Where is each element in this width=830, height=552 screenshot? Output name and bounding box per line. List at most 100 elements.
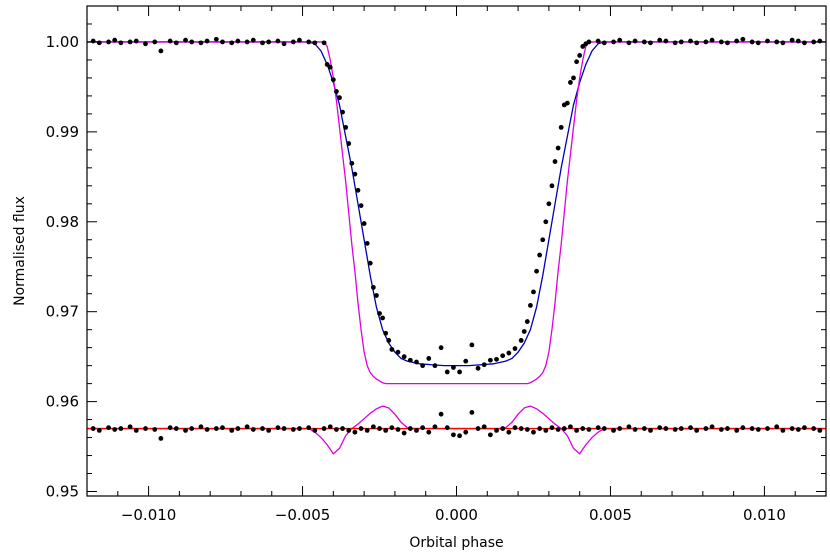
data-point	[789, 37, 795, 43]
data-point	[506, 429, 512, 435]
data-point	[407, 357, 413, 363]
data-point	[774, 39, 780, 45]
data-point	[555, 427, 561, 432]
data-point	[802, 40, 807, 46]
data-point	[235, 38, 241, 44]
data-point	[481, 424, 487, 430]
plot-frame	[86, 5, 827, 497]
data-point	[204, 38, 210, 44]
data-point	[577, 53, 583, 58]
data-point	[611, 39, 616, 45]
data-point	[127, 424, 133, 430]
data-point	[725, 426, 730, 431]
data-point	[250, 37, 256, 43]
data-point	[383, 427, 389, 433]
data-point	[500, 353, 506, 359]
data-point	[167, 38, 173, 44]
data-point	[330, 77, 336, 83]
data-point	[494, 427, 499, 433]
data-point	[574, 59, 579, 65]
data-point	[420, 363, 426, 369]
data-point	[571, 75, 576, 81]
data-point	[370, 285, 376, 290]
data-point	[663, 38, 669, 44]
data-point	[678, 39, 684, 45]
data-point	[96, 40, 102, 46]
y-axis-label: Normalised flux	[12, 196, 28, 306]
series-1-line	[87, 41, 826, 385]
data-point	[112, 37, 118, 43]
data-point	[118, 426, 124, 431]
data-point	[688, 425, 693, 431]
data-point	[561, 426, 567, 431]
data-point	[244, 39, 250, 45]
data-point	[632, 38, 638, 44]
data-point	[475, 426, 481, 431]
data-point	[595, 38, 601, 44]
data-point	[414, 359, 419, 365]
data-point	[420, 425, 426, 431]
data-point	[617, 426, 623, 431]
data-point	[213, 36, 219, 42]
data-point	[340, 109, 345, 115]
data-point	[457, 369, 462, 375]
data-point	[395, 427, 401, 432]
data-point	[229, 40, 235, 46]
data-point	[626, 424, 632, 430]
data-point	[718, 39, 724, 45]
x-tick-label: −0.010	[121, 506, 177, 524]
data-point	[106, 39, 111, 45]
y-tick-label: 0.95	[46, 483, 79, 501]
data-point	[611, 427, 616, 433]
data-point	[574, 427, 579, 433]
data-point	[734, 38, 740, 44]
data-point	[463, 358, 469, 364]
data-point	[306, 39, 312, 45]
data-point	[487, 432, 493, 438]
series-2-line	[87, 405, 826, 455]
data-point	[358, 426, 364, 431]
data-point	[549, 183, 555, 189]
data-point	[549, 425, 555, 431]
data-point	[568, 424, 573, 430]
data-point	[718, 427, 724, 432]
data-point	[213, 426, 219, 431]
data-point	[173, 426, 179, 431]
data-point	[568, 80, 573, 85]
data-point	[204, 427, 210, 432]
data-point	[383, 330, 389, 336]
data-point	[260, 40, 265, 46]
data-point	[112, 427, 118, 432]
data-point	[426, 356, 432, 361]
y-tick-label: 0.97	[46, 303, 79, 321]
data-point	[749, 39, 755, 45]
data-point	[183, 37, 188, 43]
data-point	[580, 426, 586, 431]
data-point	[334, 427, 339, 432]
data-point	[401, 430, 407, 436]
model-curves	[87, 41, 826, 455]
data-point	[127, 39, 133, 45]
data-point	[688, 38, 693, 44]
data-point	[401, 354, 407, 360]
data-point	[481, 362, 487, 368]
data-point	[321, 40, 327, 46]
data-point	[158, 436, 164, 441]
data-point	[709, 424, 715, 430]
data-point	[586, 427, 592, 432]
data-point	[555, 145, 561, 151]
data-point	[152, 39, 158, 45]
data-point	[780, 40, 786, 46]
data-point	[657, 37, 663, 43]
data-point	[641, 39, 647, 45]
data-point	[537, 252, 543, 258]
data-point	[361, 221, 367, 226]
data-point	[414, 427, 419, 433]
data-point	[657, 425, 663, 431]
data-point	[765, 38, 770, 44]
data-point	[374, 293, 379, 298]
data-point	[297, 426, 302, 431]
data-point	[349, 160, 355, 166]
data-point	[158, 48, 164, 54]
data-point	[167, 425, 173, 431]
